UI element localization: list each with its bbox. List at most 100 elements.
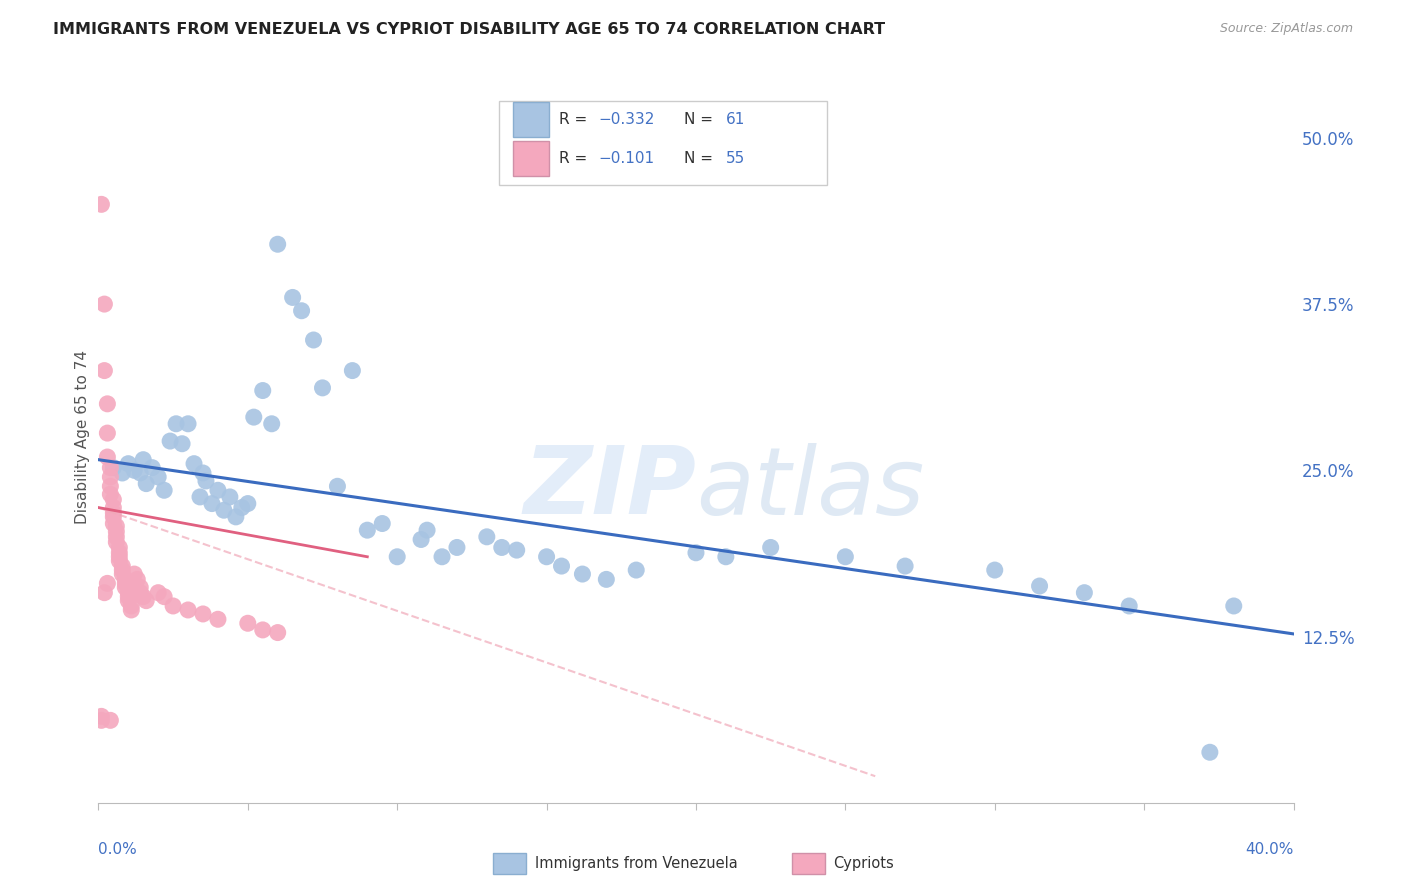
Point (759, 541, 782, 555)
Point (491, 541, 513, 555)
Point (103, 516, 125, 531)
Point (291, 303, 314, 318)
Point (162, 599, 184, 613)
FancyBboxPatch shape (494, 854, 526, 874)
Point (105, 519, 128, 533)
Point (231, 500, 253, 515)
Point (281, 290, 304, 304)
Point (207, 612, 229, 626)
Point (98, 479, 122, 493)
Point (326, 479, 349, 493)
Point (243, 410, 266, 425)
Point (550, 559, 572, 574)
Point (191, 466, 214, 480)
Point (117, 593, 139, 607)
Point (93, 585, 115, 599)
Text: R =: R = (558, 112, 592, 127)
Point (626, 563, 648, 577)
Point (411, 533, 433, 547)
Point (195, 474, 218, 488)
Point (127, 573, 149, 587)
Point (108, 554, 131, 568)
Point (311, 381, 333, 395)
Text: Immigrants from Venezuela: Immigrants from Venezuela (534, 856, 737, 871)
Point (267, 625, 290, 640)
Point (98, 487, 122, 501)
Point (103, 506, 125, 520)
Text: Cypriots: Cypriots (834, 856, 894, 871)
Point (894, 559, 917, 574)
Point (201, 497, 224, 511)
Point (416, 523, 439, 537)
Point (111, 563, 134, 577)
Point (129, 580, 152, 594)
Point (159, 434, 181, 448)
Point (96, 397, 118, 411)
FancyBboxPatch shape (792, 854, 825, 874)
Point (105, 535, 128, 549)
Point (1118, 599, 1140, 613)
Point (124, 567, 146, 582)
Point (1028, 579, 1050, 593)
Point (506, 543, 529, 558)
Point (135, 476, 157, 491)
Point (1199, 745, 1222, 759)
Point (129, 585, 152, 599)
FancyBboxPatch shape (499, 101, 828, 185)
Text: −0.101: −0.101 (598, 152, 654, 166)
Point (132, 590, 155, 604)
Point (90, 709, 112, 723)
Point (834, 549, 856, 564)
Text: atlas: atlas (696, 442, 924, 533)
Point (302, 333, 325, 347)
Point (108, 541, 131, 555)
Point (148, 470, 170, 484)
Point (141, 460, 163, 475)
FancyBboxPatch shape (513, 102, 548, 136)
Point (103, 500, 125, 515)
Point (984, 563, 1007, 577)
Point (98, 714, 122, 728)
Point (212, 503, 235, 517)
Point (236, 616, 259, 631)
Point (135, 593, 157, 607)
Point (117, 457, 139, 471)
Text: IMMIGRANTS FROM VENEZUELA VS CYPRIOT DISABILITY AGE 65 TO 74 CORRELATION CHART: IMMIGRANTS FROM VENEZUELA VS CYPRIOT DIS… (53, 22, 886, 37)
Point (90, 197, 112, 211)
Point (595, 573, 617, 587)
Point (129, 466, 152, 480)
Text: N =: N = (685, 112, 718, 127)
Point (165, 417, 187, 431)
Point (1073, 585, 1095, 599)
Point (111, 466, 134, 480)
Point (236, 497, 259, 511)
Text: −0.332: −0.332 (598, 112, 654, 127)
Text: 55: 55 (725, 152, 745, 166)
Point (252, 384, 274, 398)
FancyBboxPatch shape (513, 141, 548, 177)
Point (93, 363, 115, 377)
Point (1223, 599, 1246, 613)
Point (342, 363, 364, 377)
Point (96, 426, 118, 441)
Point (105, 524, 128, 539)
Point (172, 436, 194, 450)
Point (111, 559, 134, 574)
Point (96, 576, 118, 591)
Text: 61: 61 (725, 112, 745, 127)
Point (685, 546, 707, 560)
Point (108, 549, 131, 564)
Point (191, 607, 214, 621)
Point (252, 623, 274, 637)
Point (153, 590, 176, 604)
Point (114, 576, 136, 591)
Point (371, 516, 394, 531)
Text: ZIP: ZIP (523, 442, 696, 534)
Y-axis label: Disability Age 65 to 74: Disability Age 65 to 74 (75, 350, 90, 524)
Point (219, 490, 242, 504)
Point (114, 573, 136, 587)
Point (153, 483, 176, 498)
Point (103, 460, 125, 475)
Point (105, 530, 128, 544)
Point (207, 483, 229, 498)
